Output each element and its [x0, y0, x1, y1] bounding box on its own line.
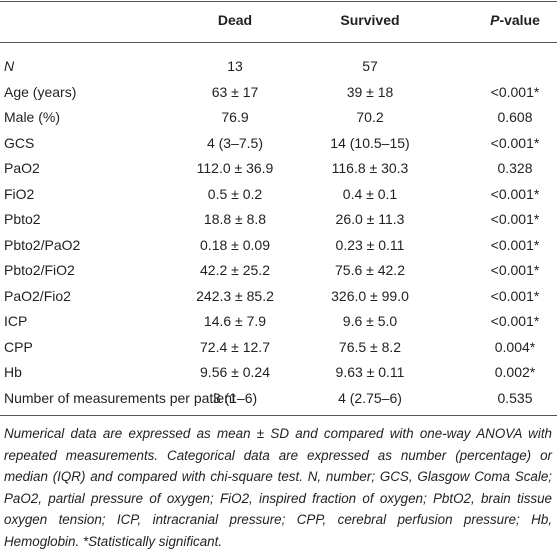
- row-label: PaO2: [4, 160, 40, 176]
- table-cell: 76.9: [221, 109, 249, 125]
- table-cell: <0.001*: [490, 313, 540, 329]
- table-cell: <0.001*: [490, 262, 540, 278]
- table-cell: 70.2: [356, 109, 384, 125]
- table-cell: 14.6 ± 7.9: [203, 313, 267, 329]
- header-rule: [0, 42, 557, 43]
- row-label: Pbto2/PaO2: [4, 236, 81, 253]
- top-rule: [0, 1, 557, 2]
- table-cell: <0.001*: [490, 236, 540, 253]
- table-cell: 4 (3–7.5): [206, 134, 264, 151]
- table-cell: 14 (10.5–15): [330, 134, 410, 151]
- column-header-rest: -value: [499, 12, 540, 28]
- table-cell: 0.4 ± 0.1: [342, 185, 398, 202]
- row-label: ICP: [4, 313, 28, 329]
- bottom-rule: [0, 415, 557, 416]
- column-header-italic: P: [490, 12, 500, 28]
- table-cell: 9.56 ± 0.24: [200, 364, 270, 380]
- row-label: GCS: [4, 134, 35, 151]
- table-cell: 242.3 ± 85.2: [196, 287, 274, 304]
- table-cell: 0.23 ± 0.11: [335, 236, 405, 253]
- row-label: N: [4, 58, 15, 74]
- table-cell: 0.608: [497, 109, 533, 125]
- row-label: Pbto2/FiO2: [4, 262, 75, 278]
- table-cell: 39 ± 18: [346, 83, 394, 100]
- table-cell: 9.6 ± 5.0: [342, 313, 398, 329]
- table-cell: 0.535: [497, 389, 533, 406]
- table-cell: <0.001*: [490, 185, 540, 202]
- footnote: Numerical data are expressed as mean ± S…: [4, 426, 552, 549]
- column-header: Survived: [340, 12, 400, 28]
- table-cell: 13: [227, 58, 243, 74]
- table-cell: 18.8 ± 8.8: [203, 211, 267, 227]
- table-cell: 3 (1–6): [212, 389, 258, 406]
- column-header: P-value: [460, 11, 557, 29]
- table-cell: 4 (2.75–6): [338, 389, 402, 406]
- table-cell: 0.18 ± 0.09: [200, 236, 270, 253]
- row-label: Pbto2: [4, 211, 41, 227]
- row-label: CPP: [4, 338, 33, 355]
- table-cell: <0.001*: [490, 287, 540, 304]
- table-cell: 116.8 ± 30.3: [331, 160, 409, 176]
- table-cell: <0.001*: [490, 211, 540, 227]
- table-cell: 63 ± 17: [211, 83, 259, 100]
- table-cell: 0.004*: [494, 338, 536, 355]
- table-cell: 326.0 ± 99.0: [331, 287, 409, 304]
- table-cell: 112.0 ± 36.9: [196, 160, 274, 176]
- table-cell: <0.001*: [490, 83, 540, 100]
- table-cell: 0.002*: [494, 364, 536, 380]
- table-cell: 72.4 ± 12.7: [200, 338, 270, 355]
- table-cell: 76.5 ± 8.2: [338, 338, 402, 355]
- table-cell: 75.6 ± 42.2: [335, 262, 405, 278]
- table-cell: 26.0 ± 11.3: [335, 211, 405, 227]
- row-label: Male (%): [4, 109, 61, 125]
- table-cell: 9.63 ± 0.11: [335, 364, 405, 380]
- row-label: Number of measurements per patient: [4, 389, 236, 406]
- table-cell: <0.001*: [490, 134, 540, 151]
- row-label: Age (years): [4, 83, 77, 100]
- row-label: PaO2/Fio2: [4, 287, 71, 304]
- row-label: FiO2: [4, 185, 35, 202]
- table-cell: 0.328: [497, 160, 533, 176]
- row-label: Hb: [4, 364, 22, 380]
- table-cell: 0.5 ± 0.2: [207, 185, 263, 202]
- table-cell: 57: [362, 58, 378, 74]
- table-cell: 42.2 ± 25.2: [200, 262, 270, 278]
- column-header: Dead: [217, 12, 253, 28]
